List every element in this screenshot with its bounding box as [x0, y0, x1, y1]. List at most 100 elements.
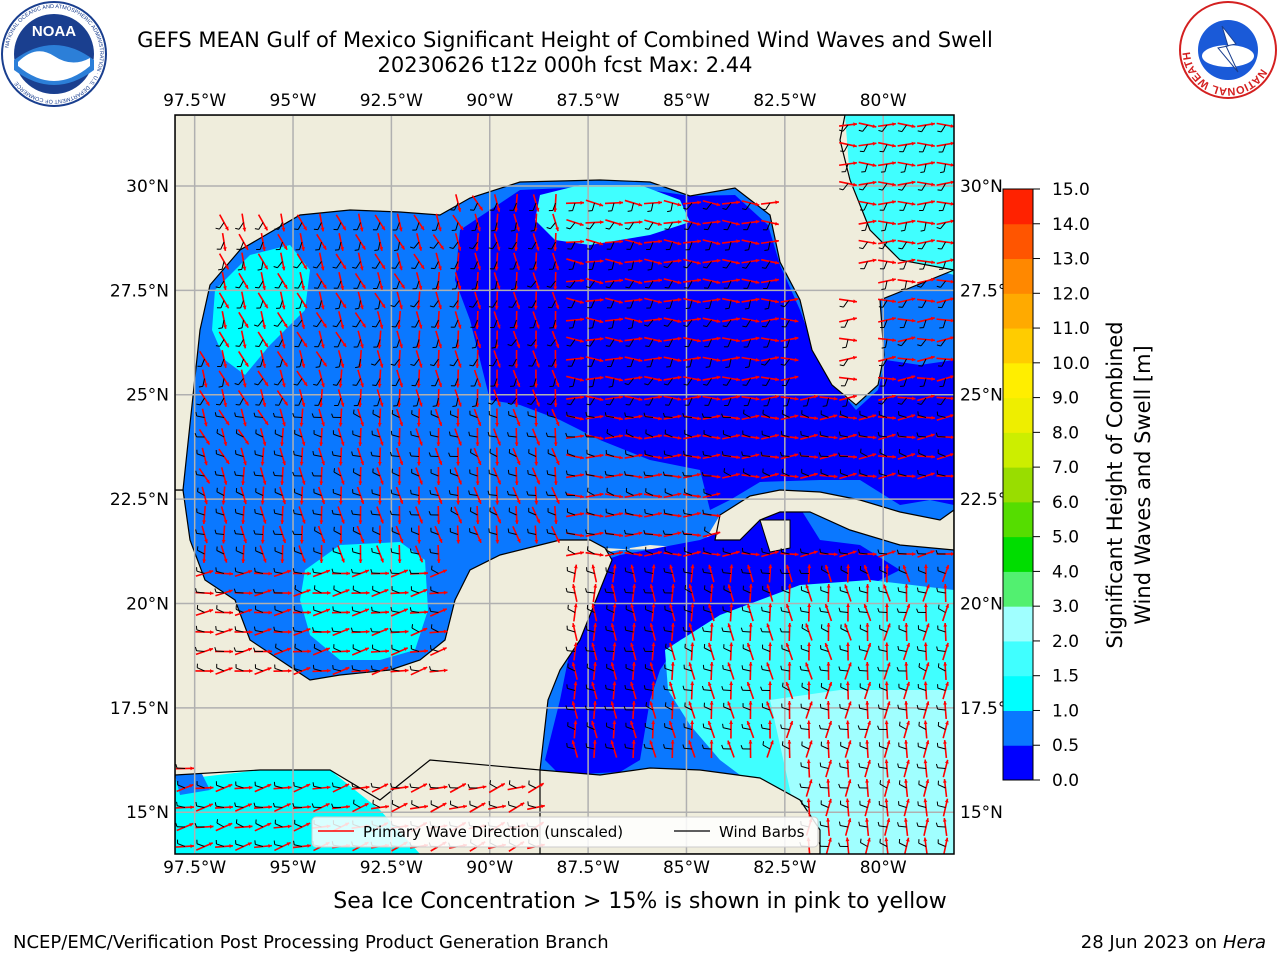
wave-arrow-head — [708, 603, 712, 608]
wind-barb — [664, 491, 673, 496]
wave-arrow-head — [891, 316, 896, 321]
wind-barb-flag — [936, 411, 939, 416]
wind-barb-flag — [722, 665, 724, 670]
wave-arrow-head — [657, 338, 662, 343]
wave-arrow-head — [345, 589, 350, 593]
wind-barb — [586, 746, 595, 750]
wind-barb — [840, 569, 849, 574]
wave-arrow-head — [610, 740, 615, 745]
wind-barb — [241, 319, 244, 328]
wave-arrow-head — [785, 642, 790, 647]
wave-arrow-head — [419, 558, 423, 563]
wind-barb-flag — [449, 364, 454, 367]
wind-barb — [625, 629, 634, 633]
wave-arrow-head — [716, 202, 721, 207]
wave-arrow-head — [229, 844, 233, 848]
wave-height-field — [175, 115, 954, 854]
wind-barb — [372, 530, 381, 535]
wave-arrow-head — [260, 500, 265, 505]
wind-barb — [820, 610, 829, 613]
lat-label-left: 27.5°N — [110, 281, 169, 301]
wave-arrow-head — [496, 324, 501, 329]
wind-barb — [898, 687, 907, 691]
wave-arrow-head — [774, 550, 779, 555]
wind-barb — [879, 745, 888, 750]
wave-arrow-head — [814, 416, 818, 421]
wave-arrow-head — [930, 238, 935, 243]
wind-barb — [493, 202, 498, 211]
wave-arrow-head — [307, 571, 311, 576]
wave-arrow-head — [262, 441, 267, 446]
wave-arrow-head — [358, 403, 363, 407]
wind-barb — [923, 378, 927, 387]
wind-barb-flag — [371, 325, 377, 328]
wind-barb — [879, 414, 888, 418]
wind-barb — [532, 261, 537, 270]
wind-barb-flag — [682, 471, 685, 476]
wave-arrow-head — [516, 266, 520, 271]
wind-barb — [434, 319, 439, 328]
wind-barb — [337, 280, 342, 289]
wave-arrow-head — [365, 668, 370, 673]
wave-arrow-head — [381, 226, 385, 231]
colorbar-swatch — [1003, 710, 1033, 746]
wind-barb — [394, 358, 400, 366]
wave-arrow-head — [206, 479, 210, 484]
wave-arrow-head — [883, 584, 887, 589]
wave-arrow-head — [630, 603, 635, 608]
wind-barb — [902, 144, 907, 153]
wave-arrow-head — [244, 362, 249, 367]
wave-arrow-head — [303, 304, 307, 309]
wave-arrow-head — [677, 531, 682, 536]
wind-barb — [235, 784, 244, 789]
lat-label-left: 15°N — [126, 803, 169, 823]
wind-barb — [940, 124, 946, 133]
colorbar-tick-label: 1.0 — [1052, 701, 1079, 721]
wave-arrow-head — [930, 472, 935, 477]
wind-barb — [274, 571, 283, 574]
wave-arrow-head — [677, 259, 682, 263]
wind-barb — [882, 358, 888, 367]
wave-arrow-head — [671, 584, 675, 588]
wind-barb — [294, 668, 303, 672]
wind-barb — [781, 589, 790, 594]
wind-barb — [236, 432, 244, 438]
wind-barb-flag — [448, 490, 451, 495]
wind-barb-flag — [663, 383, 668, 386]
wind-barb — [235, 415, 244, 418]
wind-barb-flag — [683, 207, 688, 210]
wave-arrow-head — [360, 539, 365, 543]
wave-arrow-head — [696, 338, 701, 343]
wind-barb — [372, 492, 381, 496]
wave-arrow-head — [716, 513, 721, 518]
wind-barb — [531, 241, 537, 250]
wave-arrow-head — [852, 355, 857, 360]
wave-arrow-head — [284, 401, 288, 406]
wind-barb — [216, 822, 225, 828]
wind-barb — [586, 453, 595, 457]
wind-barb — [708, 300, 712, 309]
wind-barb-flag — [877, 763, 880, 768]
wind-barb-flag — [799, 783, 802, 788]
wave-arrow-head — [477, 266, 481, 271]
wave-arrow-head — [247, 803, 252, 808]
wind-barb — [591, 202, 595, 211]
wind-barb — [840, 648, 849, 652]
wind-barb-flag — [722, 723, 724, 728]
wind-barb-flag — [647, 210, 652, 212]
wind-barb-flag — [643, 743, 646, 749]
wind-barb — [767, 241, 771, 250]
wind-barb — [376, 222, 381, 231]
wind-barb — [199, 397, 205, 406]
wave-arrow-head — [306, 667, 311, 671]
colorbar-swatch — [1003, 189, 1033, 225]
wind-barb — [488, 494, 498, 496]
wind-barb-flag — [742, 266, 747, 269]
wave-arrow-head — [651, 564, 656, 569]
wave-arrow-head — [950, 279, 954, 284]
wind-barb-flag — [214, 470, 217, 476]
wind-barb — [259, 241, 264, 250]
wind-barb-flag — [742, 384, 747, 386]
wave-arrow-head — [945, 642, 949, 647]
wave-arrow-head — [554, 520, 558, 524]
